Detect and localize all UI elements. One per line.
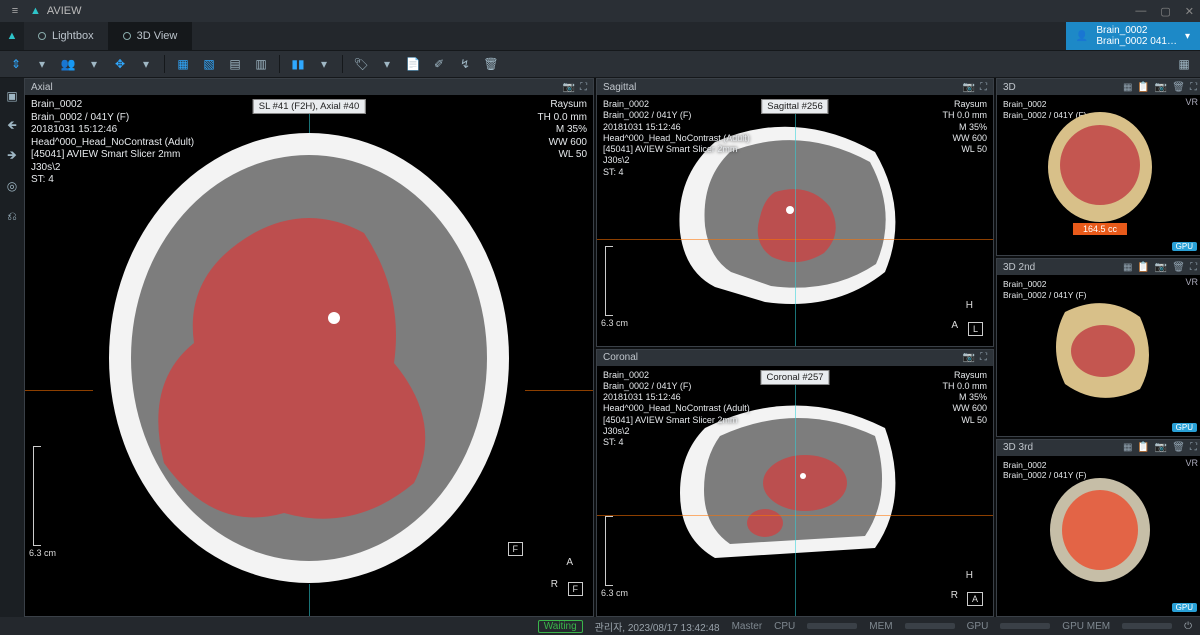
ori-F-icon: F	[508, 542, 524, 556]
status-mem-label: MEM	[869, 621, 892, 632]
sidebar-icon-5[interactable]: ⎌	[2, 206, 22, 226]
tab-3dview[interactable]: 3D View	[109, 22, 193, 50]
ori-A: A	[951, 320, 958, 331]
sagittal-scale-label: 6.3 cm	[601, 318, 628, 328]
view-tabbar: ▲ Lightbox 3D View 👤 Brain_0002 Brain_00…	[0, 22, 1200, 50]
coronal-overlay-tl: Brain_0002Brain_0002 / 041Y (F)20181031 …	[603, 370, 750, 449]
titlebar: ≡ ▲ AVIEW — ▢ ✕	[0, 0, 1200, 22]
tool-edit-icon[interactable]: ✐	[429, 54, 449, 74]
patient-sub: Brain_0002 041…	[1096, 36, 1177, 47]
patient-id: Brain_0002	[1096, 25, 1177, 36]
tool-columns-drop-icon[interactable]: ▾	[314, 54, 334, 74]
pane-coronal[interactable]: Coronal 📷⛶ Coronal #257 Brain_0002Brain_…	[596, 349, 994, 618]
hamburger-icon[interactable]: ≡	[6, 5, 24, 17]
sagittal-scalebar	[605, 246, 619, 316]
tool-grid-right-icon[interactable]: ▦	[1174, 54, 1194, 74]
ori-F2-icon: F	[568, 582, 584, 596]
ori-R: R	[951, 590, 958, 601]
axial-scalebar	[33, 446, 47, 546]
tool-user-drop-icon[interactable]: ▾	[84, 54, 104, 74]
power-icon[interactable]: ⏻	[1184, 621, 1192, 632]
pane-3d-1[interactable]: 3D ▦📋📷🗑⛶ Brain_0002Brain_0002 / 041Y (F)…	[996, 78, 1200, 256]
coronal-slice-chip: Coronal #257	[760, 370, 829, 385]
axial-overlay-tr: Raysum TH 0.0 mm M 35% WW 600 WL 50	[538, 99, 587, 162]
tool-crosshair-icon[interactable]: ✥	[110, 54, 130, 74]
viewport-grid: Axial 📷 ⛶ SL #41 (F2H), Axial #40 Brain_…	[24, 78, 1200, 617]
tab-lightbox-label: Lightbox	[52, 30, 94, 42]
tool-move-drop-icon[interactable]: ▾	[32, 54, 52, 74]
tool-layout2-icon[interactable]: ▧	[199, 54, 219, 74]
ori-A-icon: A	[967, 592, 983, 606]
sagittal-overlay-tl: Brain_0002Brain_0002 / 041Y (F)20181031 …	[603, 99, 750, 178]
d3b-image	[997, 259, 1200, 435]
sidebar-icon-4[interactable]: ◎	[2, 176, 22, 196]
circle-icon	[38, 32, 46, 40]
tool-bolt-icon[interactable]: ↯	[455, 54, 475, 74]
tool-tag-icon[interactable]: 🏷	[351, 54, 371, 74]
status-gpu-label: GPU	[967, 621, 989, 632]
patient-chip[interactable]: 👤 Brain_0002 Brain_0002 041… ▾	[1066, 22, 1200, 50]
tool-columns-icon[interactable]: ▮▮	[288, 54, 308, 74]
status-user: 관리자, 2023/08/17 13:42:48	[595, 619, 720, 634]
pane-3d-2[interactable]: 3D 2nd ▦📋📷🗑⛶ Brain_0002Brain_0002 / 041Y…	[996, 258, 1200, 436]
mem-meter	[905, 623, 955, 629]
pane-sagittal[interactable]: Sagittal 📷⛶ Sagittal #256 Brain_0002Brai…	[596, 78, 994, 347]
tool-layout1-icon[interactable]: ▦	[173, 54, 193, 74]
ori-L-icon: L	[968, 322, 983, 336]
gpu-meter	[1000, 623, 1050, 629]
tool-user-icon[interactable]: 👥	[58, 54, 78, 74]
tool-tag-drop-icon[interactable]: ▾	[377, 54, 397, 74]
d3c-image	[997, 440, 1200, 616]
ori-H: H	[966, 300, 973, 311]
coronal-overlay-tr: RaysumTH 0.0 mmM 35%WW 600WL 50	[942, 370, 987, 426]
patient-icon: 👤	[1076, 31, 1088, 42]
gpumem-meter	[1122, 623, 1172, 629]
sidebar-icon-3[interactable]: 🡺	[2, 146, 22, 166]
app-logo-icon: ▲	[30, 5, 41, 17]
gpu-badge: GPU	[1172, 603, 1197, 612]
tool-trash-icon[interactable]: 🗑	[481, 54, 501, 74]
tab-3dview-label: 3D View	[137, 30, 178, 42]
tool-layout3-icon[interactable]: ▤	[225, 54, 245, 74]
gpu-badge: GPU	[1172, 242, 1197, 251]
maximize-button[interactable]: ▢	[1160, 5, 1170, 18]
tool-page-icon[interactable]: 📄	[403, 54, 423, 74]
panes-3d-column: 3D ▦📋📷🗑⛶ Brain_0002Brain_0002 / 041Y (F)…	[996, 78, 1200, 617]
coronal-scale-label: 6.3 cm	[601, 588, 628, 598]
close-button[interactable]: ✕	[1185, 5, 1194, 18]
axial-overlay-tl: Brain_0002 Brain_0002 / 041Y (F) 2018103…	[31, 99, 194, 187]
status-bar: Waiting 관리자, 2023/08/17 13:42:48 Master …	[0, 617, 1200, 635]
ori-R: R	[551, 579, 558, 590]
tool-move-icon[interactable]: ⇕	[6, 54, 26, 74]
app-name: AVIEW	[47, 5, 82, 17]
left-logo-icon: ▲	[0, 22, 24, 50]
status-waiting: Waiting	[538, 620, 583, 633]
axial-slice-chip: SL #41 (F2H), Axial #40	[253, 99, 366, 114]
status-cpu-label: CPU	[774, 621, 795, 632]
left-sidebar: ▣ 🡸 🡺 ◎ ⎌	[0, 78, 24, 617]
minimize-button[interactable]: —	[1135, 5, 1146, 18]
tool-crosshair-drop-icon[interactable]: ▾	[136, 54, 156, 74]
chevron-down-icon: ▾	[1185, 31, 1190, 42]
sagittal-overlay-tr: RaysumTH 0.0 mmM 35%WW 600WL 50	[942, 99, 987, 155]
gpu-badge: GPU	[1172, 423, 1197, 432]
sagittal-slice-chip: Sagittal #256	[761, 99, 828, 114]
main-toolbar: ⇕ ▾ 👥 ▾ ✥ ▾ ▦ ▧ ▤ ▥ ▮▮ ▾ 🏷 ▾ 📄 ✐ ↯ 🗑 ▦	[0, 50, 1200, 78]
sidebar-icon-1[interactable]: ▣	[2, 86, 22, 106]
pane-axial[interactable]: Axial 📷 ⛶ SL #41 (F2H), Axial #40 Brain_…	[24, 78, 594, 617]
coronal-scalebar	[605, 516, 619, 586]
pane-3d-3[interactable]: 3D 3rd ▦📋📷🗑⛶ Brain_0002Brain_0002 / 041Y…	[996, 439, 1200, 617]
ori-A: A	[566, 557, 573, 568]
volume-badge: 164.5 cc	[1073, 223, 1127, 235]
tab-lightbox[interactable]: Lightbox	[24, 22, 109, 50]
ori-H: H	[966, 570, 973, 581]
cpu-meter	[807, 623, 857, 629]
status-master: Master	[732, 621, 763, 632]
tool-layout4-icon[interactable]: ▥	[251, 54, 271, 74]
circle-icon	[123, 32, 131, 40]
sidebar-icon-2[interactable]: 🡸	[2, 116, 22, 136]
status-gpumem-label: GPU MEM	[1062, 621, 1110, 632]
axial-scale-label: 6.3 cm	[29, 548, 56, 558]
